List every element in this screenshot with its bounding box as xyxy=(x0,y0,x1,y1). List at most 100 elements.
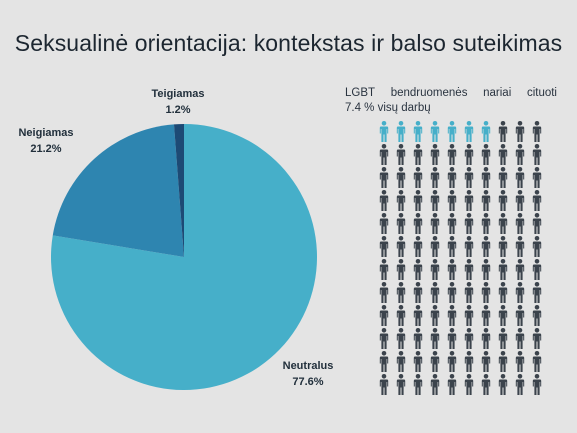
person-icon xyxy=(515,144,525,165)
person-icon xyxy=(379,305,389,326)
person-icon xyxy=(396,190,406,211)
person-icon xyxy=(498,374,508,395)
person-icon xyxy=(515,351,525,372)
person-icon xyxy=(481,236,491,257)
person-icon xyxy=(379,121,389,142)
person-icon xyxy=(532,374,542,395)
person-icon xyxy=(413,282,423,303)
person-icon xyxy=(515,121,525,142)
person-icon xyxy=(413,351,423,372)
person-icon xyxy=(413,259,423,280)
person-icon xyxy=(515,259,525,280)
caption-word: cituoti xyxy=(526,87,557,99)
person-icon xyxy=(413,167,423,188)
pie-slice-neutralus xyxy=(50,124,317,390)
person-icon xyxy=(515,328,525,349)
slice-value-teigiamas: 1.2% xyxy=(165,104,190,116)
person-icon xyxy=(464,121,474,142)
person-icon xyxy=(430,190,440,211)
slice-value-neutralus: 77.6% xyxy=(292,376,323,388)
person-icon xyxy=(532,351,542,372)
person-icon xyxy=(413,144,423,165)
slice-label-neigiamas: Neigiamas xyxy=(18,127,73,139)
person-icon xyxy=(396,282,406,303)
person-icon xyxy=(464,305,474,326)
person-icon xyxy=(464,351,474,372)
person-icon xyxy=(515,213,525,234)
person-icon xyxy=(379,351,389,372)
person-icon xyxy=(413,374,423,395)
person-icon xyxy=(498,190,508,211)
person-icon xyxy=(532,213,542,234)
person-icon xyxy=(413,213,423,234)
person-icon xyxy=(481,374,491,395)
person-icon xyxy=(379,190,389,211)
person-icon xyxy=(498,282,508,303)
person-icon xyxy=(447,144,457,165)
person-icon xyxy=(447,259,457,280)
person-icon xyxy=(515,305,525,326)
slice-label-teigiamas: Teigiamas xyxy=(152,88,205,100)
person-icon xyxy=(430,236,440,257)
caption-word: bendruomenės xyxy=(390,87,468,99)
person-icon xyxy=(379,328,389,349)
person-icon xyxy=(481,305,491,326)
person-icon xyxy=(430,144,440,165)
person-icon xyxy=(379,374,389,395)
person-icon xyxy=(481,259,491,280)
person-icon xyxy=(447,190,457,211)
person-icon xyxy=(447,374,457,395)
person-icon xyxy=(396,328,406,349)
person-icon xyxy=(413,328,423,349)
person-icon xyxy=(498,213,508,234)
person-icon xyxy=(430,167,440,188)
person-icon xyxy=(447,328,457,349)
caption-line-1: LGBT bendruomenės nariai cituoti xyxy=(345,86,557,101)
person-icon xyxy=(430,282,440,303)
person-icon xyxy=(413,121,423,142)
person-icon xyxy=(430,121,440,142)
person-icon xyxy=(413,236,423,257)
person-icon xyxy=(498,305,508,326)
person-icon xyxy=(396,259,406,280)
pie-slice-teigiamas xyxy=(173,124,184,257)
person-icon xyxy=(481,328,491,349)
person-icon xyxy=(532,167,542,188)
person-icon xyxy=(430,351,440,372)
page-title: Seksualinė orientacija: kontekstas ir ba… xyxy=(14,30,563,56)
person-icon xyxy=(447,167,457,188)
pie-slice-neigiamas xyxy=(52,124,184,257)
person-icon xyxy=(379,282,389,303)
person-icon xyxy=(379,236,389,257)
person-icon xyxy=(532,328,542,349)
person-icon xyxy=(379,259,389,280)
person-icon xyxy=(413,190,423,211)
person-icon xyxy=(430,259,440,280)
person-icon xyxy=(532,305,542,326)
person-icon xyxy=(379,144,389,165)
person-icon xyxy=(498,167,508,188)
person-icon xyxy=(447,213,457,234)
person-icon xyxy=(515,374,525,395)
person-icon xyxy=(430,328,440,349)
person-icon xyxy=(464,282,474,303)
person-icon xyxy=(464,374,474,395)
person-icon xyxy=(447,305,457,326)
person-icon xyxy=(481,121,491,142)
person-icon xyxy=(532,121,542,142)
person-icon xyxy=(481,213,491,234)
person-icon xyxy=(396,236,406,257)
caption-line-2: 7.4 % visų darbų xyxy=(345,102,431,114)
person-icon xyxy=(430,305,440,326)
person-icon xyxy=(532,282,542,303)
person-icon xyxy=(498,259,508,280)
person-icon xyxy=(515,236,525,257)
person-icon xyxy=(481,190,491,211)
person-icon xyxy=(379,213,389,234)
person-icon xyxy=(464,190,474,211)
person-icon xyxy=(447,351,457,372)
caption-word: LGBT xyxy=(345,87,376,99)
person-icon xyxy=(464,144,474,165)
